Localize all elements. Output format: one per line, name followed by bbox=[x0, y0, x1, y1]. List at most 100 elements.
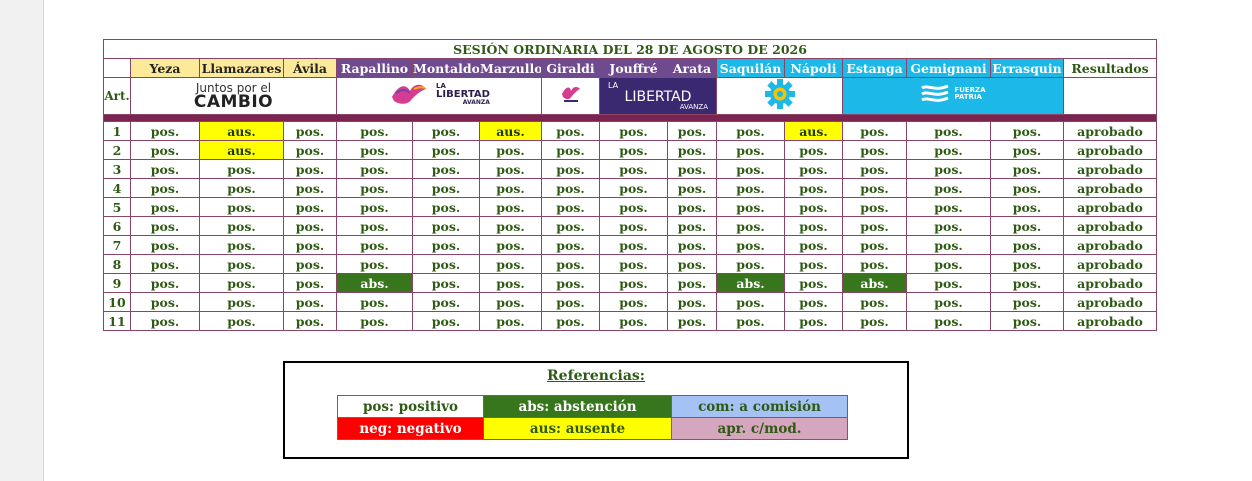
vote-cell: pos. bbox=[667, 254, 717, 274]
vote-cell: pos. bbox=[479, 178, 542, 198]
legend-abstention: abs: abstención bbox=[483, 395, 672, 418]
vote-cell: pos. bbox=[599, 292, 668, 312]
col-montaldo: Montaldo bbox=[412, 58, 480, 78]
vote-cell: pos. bbox=[283, 273, 337, 293]
article-number: 11 bbox=[103, 311, 131, 331]
vote-cell: pos. bbox=[990, 311, 1064, 331]
vote-cell: pos. bbox=[479, 235, 542, 255]
vote-cell: pos. bbox=[336, 254, 413, 274]
result-cell: aprobado bbox=[1062, 216, 1158, 236]
col-errasquin: Errasquin bbox=[990, 58, 1064, 78]
article-number: 9 bbox=[103, 273, 131, 293]
vote-cell: pos. bbox=[336, 216, 413, 236]
col-estanga: Estanga bbox=[842, 58, 907, 78]
legend-absent: aus: ausente bbox=[483, 417, 672, 440]
vote-cell: pos. bbox=[130, 121, 200, 141]
vote-cell: pos. bbox=[130, 292, 200, 312]
vote-cell: pos. bbox=[130, 216, 200, 236]
legend-box: Referencias: pos: positivo abs: abstenci… bbox=[283, 361, 909, 459]
vote-cell: pos. bbox=[906, 311, 991, 331]
vote-cell: pos. bbox=[667, 140, 717, 160]
vote-cell: pos. bbox=[336, 292, 413, 312]
vote-cell: pos. bbox=[990, 292, 1064, 312]
vote-cell: abs. bbox=[716, 273, 785, 293]
vote-cell: pos. bbox=[716, 197, 785, 217]
result-cell: aprobado bbox=[1062, 311, 1158, 331]
vote-cell: pos. bbox=[716, 121, 785, 141]
vote-sheet: SESIÓN ORDINARIA DEL 28 DE AGOSTO DE 202… bbox=[102, 39, 1158, 331]
vote-cell: pos. bbox=[990, 216, 1064, 236]
title-row: SESIÓN ORDINARIA DEL 28 DE AGOSTO DE 202… bbox=[102, 39, 1158, 59]
col-avila: Ávila bbox=[283, 58, 337, 78]
vote-cell: pos. bbox=[479, 311, 542, 331]
jxc-logo-top-text: Juntos por el bbox=[195, 80, 272, 95]
vote-cell: pos. bbox=[199, 254, 284, 274]
vote-cell: pos. bbox=[716, 254, 785, 274]
article-number: 8 bbox=[103, 254, 131, 274]
vote-cell: pos. bbox=[283, 140, 337, 160]
vote-cell: aus. bbox=[199, 140, 284, 160]
vote-cell: pos. bbox=[716, 140, 785, 160]
vote-cell: pos. bbox=[716, 159, 785, 179]
vote-cell: pos. bbox=[479, 140, 542, 160]
article-row: 11 pos. pos. pos. pos. pos. pos. pos. pos. pos. po… bbox=[103, 311, 1158, 331]
vote-cell: pos. bbox=[842, 140, 907, 160]
vote-cell: pos. bbox=[784, 140, 843, 160]
article-number: 2 bbox=[103, 140, 131, 160]
vote-cell: pos. bbox=[412, 311, 480, 331]
col-marzullo: Marzullo bbox=[479, 58, 542, 78]
col-arata: Arata bbox=[667, 58, 717, 78]
vote-cell: pos. bbox=[130, 197, 200, 217]
vote-cell: pos. bbox=[784, 273, 843, 293]
vote-cell: pos. bbox=[479, 292, 542, 312]
vote-cell: pos. bbox=[906, 216, 991, 236]
col-llamazares: Llamazares bbox=[199, 58, 284, 78]
result-cell: aprobado bbox=[1062, 159, 1158, 179]
vote-cell: pos. bbox=[479, 254, 542, 274]
vote-cell: pos. bbox=[599, 178, 668, 198]
col-resultados: Resultados bbox=[1062, 58, 1158, 78]
vote-cell: pos. bbox=[716, 216, 785, 236]
article-row: 8 pos. pos. pos. pos. pos. pos. pos. pos. pos. pos… bbox=[103, 254, 1158, 274]
flag-waves-icon bbox=[921, 84, 950, 102]
vote-cell: pos. bbox=[716, 292, 785, 312]
vote-cell: pos. bbox=[412, 121, 480, 141]
la-libertad-avanza-logo: LA LIBERTAD AVANZA bbox=[336, 77, 542, 115]
vote-cell: pos. bbox=[412, 159, 480, 179]
vote-cell: pos. bbox=[412, 235, 480, 255]
session-title: SESIÓN ORDINARIA DEL 28 DE AGOSTO DE 202… bbox=[102, 39, 1158, 59]
vote-cell: pos. bbox=[990, 159, 1064, 179]
vote-cell: pos. bbox=[667, 311, 717, 331]
col-giraldi: Giraldi bbox=[541, 58, 600, 78]
vote-cell: pos. bbox=[541, 311, 600, 331]
col-saquilan: Saquilán bbox=[716, 58, 785, 78]
results-logo-cell bbox=[1062, 77, 1158, 115]
vote-cell: pos. bbox=[199, 311, 284, 331]
vote-cell: pos. bbox=[412, 273, 480, 293]
vote-cell: pos. bbox=[479, 273, 542, 293]
vote-cell: pos. bbox=[667, 216, 717, 236]
vote-cell: pos. bbox=[784, 311, 843, 331]
vote-cell: pos. bbox=[667, 159, 717, 179]
result-cell: aprobado bbox=[1062, 178, 1158, 198]
vote-cell: pos. bbox=[842, 178, 907, 198]
vote-cell: pos. bbox=[599, 197, 668, 217]
lla-box-libertad: LIBERTAD bbox=[624, 88, 692, 105]
legend-table: pos: positivo abs: abstención com: a com… bbox=[337, 395, 848, 440]
page-left-margin bbox=[0, 0, 44, 481]
councillor-names-row: Yeza Llamazares Ávila Rapallino Montaldo… bbox=[103, 58, 1158, 78]
vote-cell: pos. bbox=[283, 121, 337, 141]
result-cell: aprobado bbox=[1062, 254, 1158, 274]
col-gemignani: Gemignani bbox=[906, 58, 991, 78]
vote-cell: pos. bbox=[283, 178, 337, 198]
article-row: 5 pos. pos. pos. pos. pos. pos. pos. pos. pos. pos… bbox=[103, 197, 1158, 217]
vote-cell: pos. bbox=[336, 311, 413, 331]
result-cell: aprobado bbox=[1062, 235, 1158, 255]
article-number: 7 bbox=[103, 235, 131, 255]
vote-cell: pos. bbox=[716, 235, 785, 255]
vote-cell: pos. bbox=[599, 273, 668, 293]
vote-cell: pos. bbox=[842, 197, 907, 217]
vote-cell: pos. bbox=[716, 178, 785, 198]
article-number: 1 bbox=[103, 121, 131, 141]
result-cell: aprobado bbox=[1062, 292, 1158, 312]
